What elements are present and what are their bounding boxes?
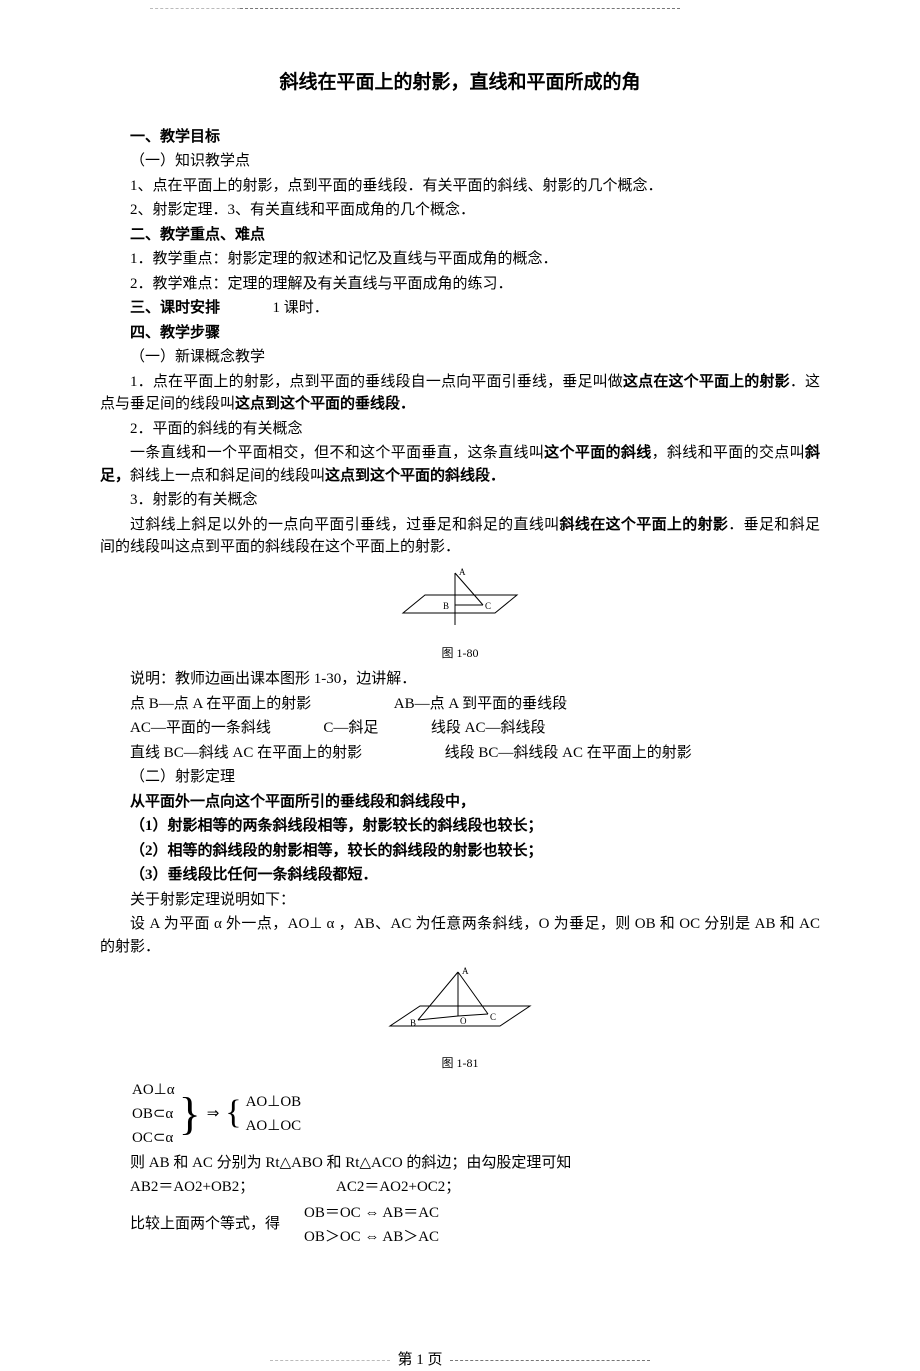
text: 2、射影定理．3、有关直线和平面成角的几个概念． xyxy=(100,199,820,222)
fig2-label-b: B xyxy=(410,1018,416,1028)
eq-left-2: OB⊂α xyxy=(132,1102,175,1126)
text-bold: 斜线在这个平面上的射影 xyxy=(560,517,729,533)
text: 线段 BC—斜线段 AC 在平面上的射影 xyxy=(445,745,692,761)
text: 2．教学难点：定理的理解及有关直线与平面成角的练习． xyxy=(100,273,820,296)
text-row: AB2＝AO2+OB2； AC2＝AO2+OC2； xyxy=(100,1176,820,1199)
eq-right-2: AO⊥OC xyxy=(246,1114,302,1138)
heading-schedule: 三、课时安排 1 课时． xyxy=(100,297,820,320)
figure-caption: 图 1-81 xyxy=(100,1054,820,1072)
text: 2．平面的斜线的有关概念 xyxy=(100,418,820,441)
text: 1、点在平面上的射影，点到平面的垂线段．有关平面的斜线、射影的几个概念． xyxy=(100,175,820,198)
footer-dash-icon xyxy=(450,1360,650,1361)
text-bold: 从平面外一点向这个平面所引的垂线段和斜线段中， xyxy=(100,791,820,814)
text: AB—点 A 到平面的垂线段 xyxy=(394,696,567,712)
text-row: 点 B—点 A 在平面上的射影 AB—点 A 到平面的垂线段 xyxy=(100,693,820,716)
text: 3．射影的有关概念 xyxy=(100,489,820,512)
text-row: 直线 BC—斜线 AC 在平面上的射影 线段 BC—斜线段 AC 在平面上的射影 xyxy=(100,742,820,765)
eq-right-1: AO⊥OB xyxy=(246,1090,302,1114)
brace-icon: { xyxy=(223,1098,243,1129)
figure-caption: 图 1-80 xyxy=(100,644,820,662)
text-bold: 这点到这个平面的垂线段． xyxy=(235,396,415,412)
text: 则 AB 和 AC 分别为 Rt△ABO 和 Rt△ACO 的斜边；由勾股定理可… xyxy=(100,1152,820,1175)
text: 直线 BC—斜线 AC 在平面上的射影 xyxy=(130,745,362,761)
text: （一）新课概念教学 xyxy=(100,346,820,369)
page-footer: 第 1 页 xyxy=(0,1349,920,1371)
paragraph: 1．点在平面上的射影，点到平面的垂线段自一点向平面引垂线，垂足叫做这点在这个平面… xyxy=(100,371,820,416)
eq: AB2＝AO2+OB2； xyxy=(130,1179,254,1195)
heading-objectives: 一、教学目标 xyxy=(100,126,820,149)
paragraph: 过斜线上斜足以外的一点向平面引垂线，过垂足和斜足的直线叫斜线在这个平面上的射影．… xyxy=(100,514,820,559)
paragraph: 一条直线和一个平面相交，但不和这个平面垂直，这条直线叫这个平面的斜线，斜线和平面… xyxy=(100,442,820,487)
text: 说明：教师边画出课本图形 1-30，边讲解． xyxy=(100,668,820,691)
eq: OB＞OC ⇔ AB＞AC xyxy=(304,1225,439,1249)
text: 一条直线和一个平面相交，但不和这个平面垂直，这条直线叫 xyxy=(130,445,544,461)
fig2-label-a: A xyxy=(462,966,469,976)
fig2-label-c: C xyxy=(490,1012,496,1022)
text: AC—平面的一条斜线 xyxy=(130,720,271,736)
text: 线段 AC—斜线段 xyxy=(431,720,546,736)
footer-dash-icon xyxy=(270,1360,390,1361)
label: 三、课时安排 xyxy=(130,300,220,316)
figure-1-81: A B O C 图 1-81 xyxy=(100,964,820,1072)
brace-icon: } xyxy=(177,1093,203,1134)
text-bold: （1）射影相等的两条斜线段相等，射影较长的斜线段也较长； xyxy=(100,815,820,838)
eq: OB＝OC ⇔ AB＝AC xyxy=(304,1201,439,1225)
text: ，斜线和平面的交点叫 xyxy=(652,445,805,461)
text: C—斜足 xyxy=(323,720,378,736)
page-title: 斜线在平面上的射影，直线和平面所成的角 xyxy=(100,69,820,98)
implies-icon: ⇒ xyxy=(203,1102,224,1126)
comparison-block: 比较上面两个等式，得 OB＝OC ⇔ AB＝AC OB＞OC ⇔ AB＞AC xyxy=(100,1201,820,1249)
eq-left-3: OC⊂α xyxy=(132,1126,175,1150)
text: 1 课时． xyxy=(273,300,329,316)
fig1-label-b: B xyxy=(443,601,449,611)
heading-focus: 二、教学重点、难点 xyxy=(100,224,820,247)
eq-left-1: AO⊥α xyxy=(132,1078,175,1102)
text: 点 B—点 A 在平面上的射影 xyxy=(130,696,311,712)
document-body: 斜线在平面上的射影，直线和平面所成的角 一、教学目标 （一）知识教学点 1、点在… xyxy=(0,9,920,1289)
text: 关于射影定理说明如下： xyxy=(100,889,820,912)
text: 设 A 为平面 α 外一点，AO⊥ α ，AB、AC 为任意两条斜线，O 为垂足… xyxy=(100,913,820,958)
text-bold: 这点到这个平面的斜线段． xyxy=(325,468,505,484)
text: （一）知识教学点 xyxy=(100,150,820,173)
text-bold: （2）相等的斜线段的射影相等，较长的斜线段的射影也较长； xyxy=(100,840,820,863)
text: 1．点在平面上的射影，点到平面的垂线段自一点向平面引垂线，垂足叫做 xyxy=(130,374,623,390)
fig1-label-c: C xyxy=(485,601,491,611)
eq: AC2＝AO2+OC2； xyxy=(336,1179,460,1195)
figure-1-80: A B C 图 1-80 xyxy=(100,565,820,663)
page-number: 第 1 页 xyxy=(397,1349,442,1371)
text-bold: 这点在这个平面上的射影 xyxy=(623,374,790,390)
text-bold: 这个平面的斜线 xyxy=(544,445,651,461)
text: 过斜线上斜足以外的一点向平面引垂线，过垂足和斜足的直线叫 xyxy=(130,517,560,533)
fig1-label-a: A xyxy=(459,567,466,577)
heading-steps: 四、教学步骤 xyxy=(100,322,820,345)
text-row: AC—平面的一条斜线 C—斜足 线段 AC—斜线段 xyxy=(100,717,820,740)
equation-block: AO⊥α OB⊂α OC⊂α } ⇒ { AO⊥OB AO⊥OC xyxy=(100,1078,820,1150)
text: 1．教学重点：射影定理的叙述和记忆及直线与平面成角的概念． xyxy=(100,248,820,271)
text: （二）射影定理 xyxy=(100,766,820,789)
text: 比较上面两个等式，得 xyxy=(130,1213,280,1236)
text: 斜线上一点和斜足间的线段叫 xyxy=(130,468,325,484)
top-divider xyxy=(240,8,680,9)
fig2-label-o: O xyxy=(460,1016,467,1026)
text-bold: （3）垂线段比任何一条斜线段都短． xyxy=(100,864,820,887)
